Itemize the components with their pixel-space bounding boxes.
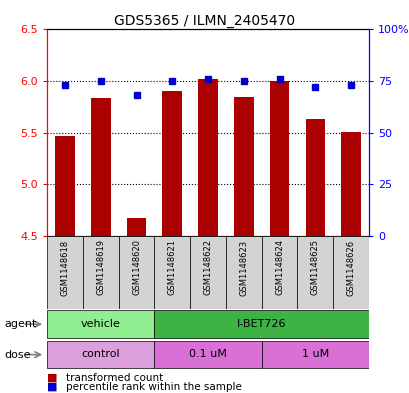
- Bar: [305, 119, 324, 236]
- Text: GSM1148619: GSM1148619: [96, 239, 105, 296]
- Bar: [198, 79, 217, 236]
- Bar: [261, 236, 297, 309]
- Bar: [190, 236, 225, 309]
- Bar: [126, 218, 146, 236]
- Bar: [154, 310, 368, 338]
- Bar: [261, 342, 368, 368]
- Bar: [225, 236, 261, 309]
- Text: control: control: [81, 349, 120, 359]
- Text: dose: dose: [4, 350, 31, 360]
- Bar: [118, 236, 154, 309]
- Text: I-BET726: I-BET726: [236, 319, 286, 329]
- Bar: [55, 136, 75, 236]
- Bar: [83, 236, 118, 309]
- Bar: [47, 236, 83, 309]
- Bar: [154, 342, 261, 368]
- Text: GSM1148625: GSM1148625: [310, 239, 319, 296]
- Bar: [91, 97, 110, 236]
- Text: ■: ■: [47, 373, 58, 383]
- Text: transformed count: transformed count: [65, 373, 162, 383]
- Bar: [340, 132, 360, 236]
- Bar: [234, 97, 253, 236]
- Bar: [333, 236, 368, 309]
- Text: GSM1148624: GSM1148624: [274, 239, 283, 296]
- Text: ■: ■: [47, 382, 58, 392]
- Bar: [47, 342, 154, 368]
- Text: GDS5365 / ILMN_2405470: GDS5365 / ILMN_2405470: [114, 14, 295, 28]
- Text: 1 uM: 1 uM: [301, 349, 328, 359]
- Bar: [47, 310, 154, 338]
- Text: GSM1148622: GSM1148622: [203, 239, 212, 296]
- Text: percentile rank within the sample: percentile rank within the sample: [65, 382, 241, 392]
- Text: GSM1148621: GSM1148621: [167, 239, 176, 296]
- Bar: [297, 236, 333, 309]
- Text: 0.1 uM: 0.1 uM: [189, 349, 227, 359]
- Text: GSM1148623: GSM1148623: [239, 239, 248, 296]
- Text: GSM1148620: GSM1148620: [132, 239, 141, 296]
- Text: GSM1148626: GSM1148626: [346, 239, 355, 296]
- Text: GSM1148618: GSM1148618: [61, 239, 70, 296]
- Bar: [162, 91, 182, 236]
- Bar: [154, 236, 190, 309]
- Bar: [269, 81, 289, 236]
- Text: agent: agent: [4, 319, 36, 329]
- Text: vehicle: vehicle: [81, 319, 120, 329]
